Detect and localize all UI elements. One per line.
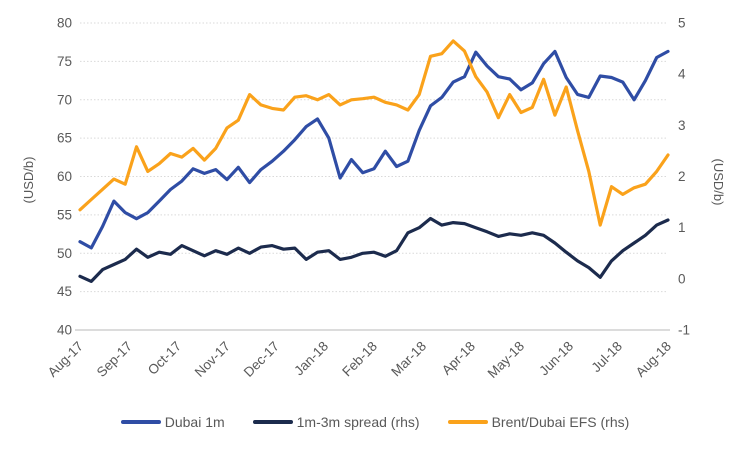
right-tick-label: 2 [678,169,686,184]
right-axis-title: (USD/b) [711,159,726,206]
left-tick-label: 55 [57,207,72,222]
right-tick-label: 5 [678,16,686,31]
legend-label-dubai-1m: Dubai 1m [164,414,225,430]
x-tick-label: Feb-18 [339,339,380,380]
right-tick-label: 0 [678,271,686,286]
series-line-2 [78,39,670,227]
legend: Dubai 1m 1m-3m spread (rhs) Brent/Dubai … [0,406,750,438]
x-tick-label: Jan-18 [291,339,331,379]
x-tick-label: Jul-18 [589,339,626,376]
gridlines [75,22,670,331]
legend-label-1m-3m-spread: 1m-3m spread (rhs) [296,414,420,430]
x-tick-label: Aug-17 [45,339,86,380]
x-axis-tick-labels: Aug-17 Sep-17 Oct-17 Nov-17 Dec-17 Jan-18 Feb-… [45,339,674,381]
series-line-1 [78,216,670,283]
x-tick-label: Mar-18 [388,339,429,380]
series-lines [78,39,670,283]
legend-swatch-1m-3m-spread [252,420,293,424]
right-tick-label: 4 [678,67,686,82]
left-tick-label: 40 [57,323,72,338]
x-tick-label: Jun-18 [536,339,576,379]
legend-swatch-dubai-1m [120,420,161,424]
left-axis-title: (USD/b) [21,157,36,204]
legend-item-1m-3m-spread: 1m-3m spread (rhs) [252,414,420,430]
x-tick-label: Sep-17 [94,339,135,380]
right-tick-label: 1 [678,220,686,235]
x-tick-label: Apr-18 [439,339,478,378]
legend-item-brent-dubai-efs: Brent/Dubai EFS (rhs) [447,414,630,430]
legend-item-dubai-1m: Dubai 1m [120,414,225,430]
left-tick-label: 45 [57,284,72,299]
series-line-0 [78,49,670,250]
left-axis-tick-labels: 40 45 50 55 60 65 70 75 80 [57,16,72,338]
right-axis-tick-labels: -1 0 1 2 3 4 5 [678,16,690,338]
x-tick-label: Nov-17 [192,339,233,380]
left-tick-label: 75 [57,54,72,69]
left-tick-label: 50 [57,246,72,261]
right-tick-label: -1 [678,323,690,338]
x-tick-label: Oct-17 [145,339,184,378]
x-tick-label: May-18 [485,339,527,381]
left-tick-label: 65 [57,131,72,146]
left-tick-label: 60 [57,169,72,184]
left-tick-label: 70 [57,92,72,107]
left-tick-label: 80 [57,16,72,31]
legend-swatch-brent-dubai-efs [447,420,488,424]
legend-label-brent-dubai-efs: Brent/Dubai EFS (rhs) [491,414,630,430]
x-tick-label: Dec-17 [241,339,282,380]
right-tick-label: 3 [678,118,686,133]
x-tick-label: Aug-18 [633,339,674,380]
